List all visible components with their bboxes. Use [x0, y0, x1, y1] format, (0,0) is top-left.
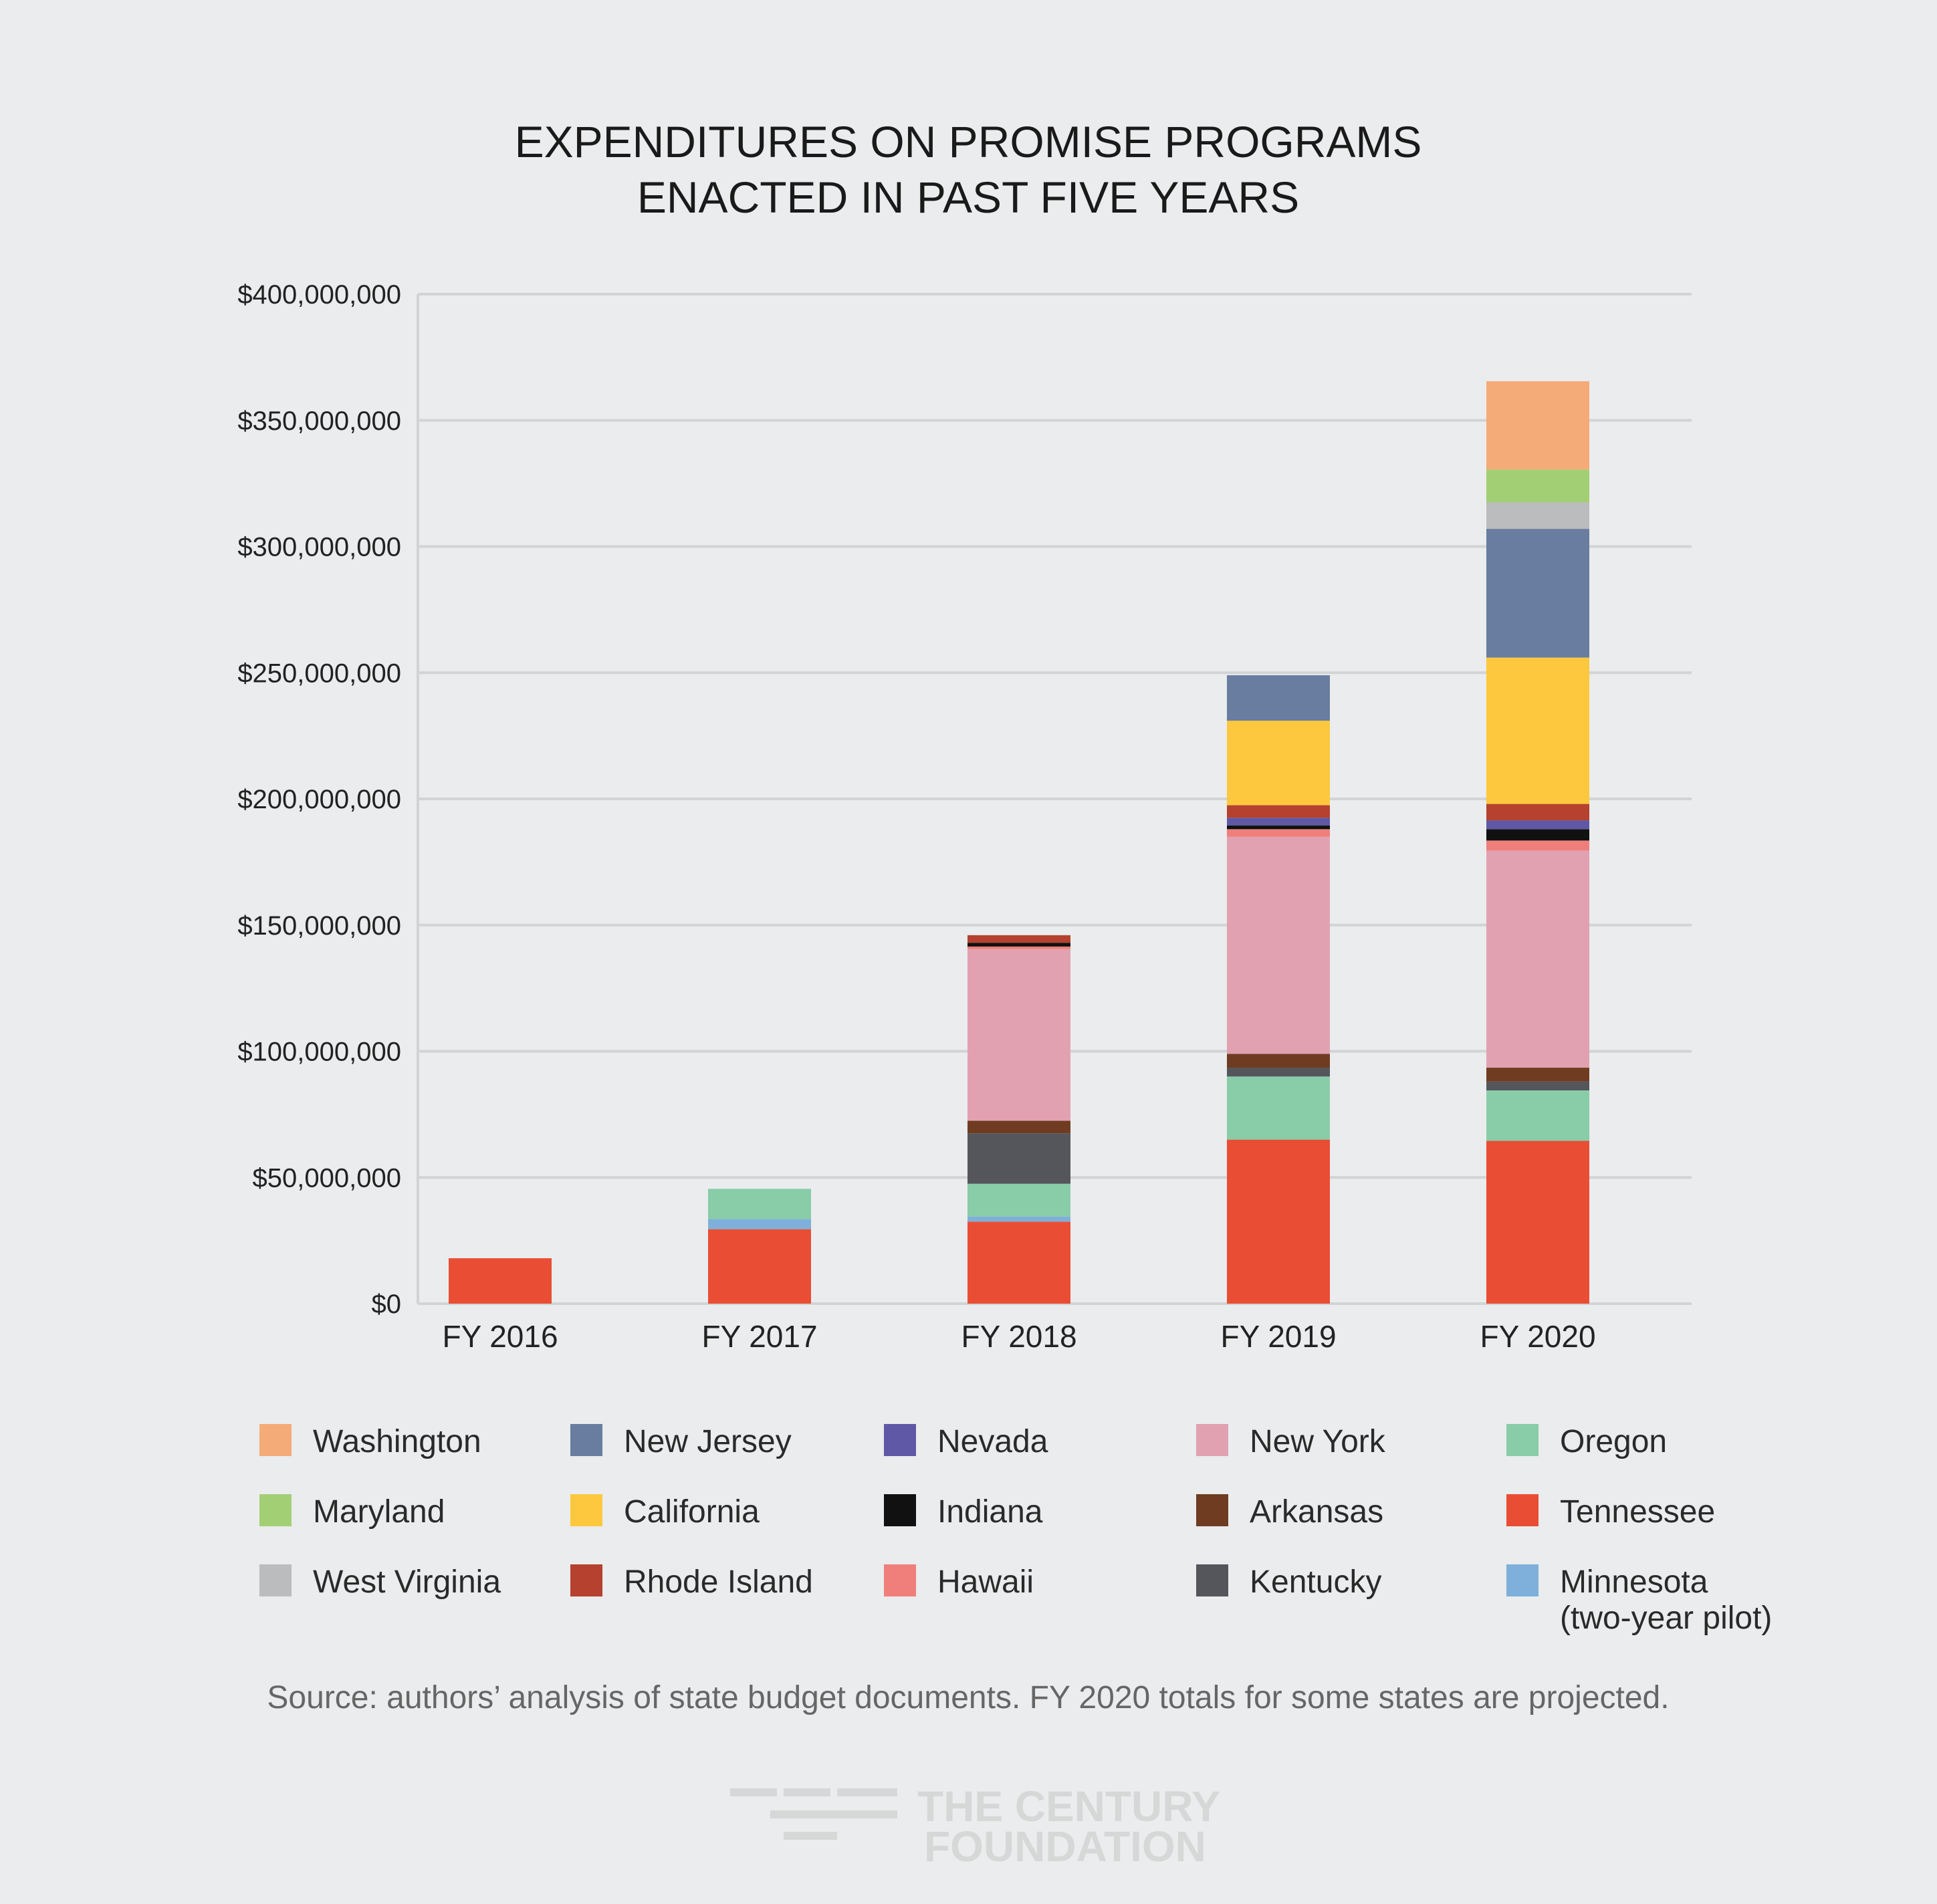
legend-swatch [884, 1494, 916, 1526]
bar-segment [1486, 829, 1589, 841]
legend-label: Kentucky [1250, 1564, 1381, 1600]
x-tick-label: FY 2018 [961, 1319, 1076, 1354]
bar-segment [1486, 804, 1589, 821]
bar-segment [1227, 829, 1330, 837]
bar-segment [967, 949, 1070, 1121]
legend-label: Tennessee [1560, 1494, 1715, 1530]
logo-mark-icon [730, 1788, 897, 1840]
logo-line-2: FOUNDATION [924, 1822, 1206, 1871]
source-note: Source: authors’ analysis of state budge… [267, 1680, 1669, 1715]
x-axis-ticks: FY 2016 FY 2017 FY 2018 FY 2019 FY 2020 [442, 1319, 1595, 1354]
bar-segment [1227, 1139, 1330, 1304]
legend-swatch [259, 1564, 292, 1596]
bar-segment [967, 1183, 1070, 1217]
legend-swatch [1506, 1494, 1539, 1526]
x-tick-label: FY 2019 [1220, 1319, 1336, 1354]
chart-title-line-2: ENACTED IN PAST FIVE YEARS [637, 172, 1299, 222]
bar-segment [967, 1216, 1070, 1222]
legend-swatch [259, 1424, 292, 1456]
bar-segment [708, 1229, 811, 1304]
bars [449, 381, 1589, 1304]
legend-label: Minnesota [1560, 1564, 1708, 1600]
bar-segment [708, 1219, 811, 1229]
legend-label: Rhode Island [624, 1564, 813, 1600]
legend-swatch [570, 1494, 602, 1526]
x-tick-label: FY 2017 [701, 1319, 817, 1354]
bar-segment [1486, 529, 1589, 658]
legend-swatch [1196, 1424, 1228, 1456]
legend-swatch [259, 1494, 292, 1526]
bar-segment [449, 1258, 552, 1304]
legend-label: Oregon [1560, 1424, 1667, 1459]
y-tick-label: $50,000,000 [253, 1163, 401, 1193]
century-foundation-logo: THE CENTURY FOUNDATION [730, 1782, 1220, 1871]
bar-segment [1486, 850, 1589, 1068]
legend-label: California [624, 1494, 760, 1530]
gridlines [418, 293, 1692, 1305]
legend-label: Washington [313, 1424, 481, 1459]
y-tick-label: $200,000,000 [237, 785, 401, 814]
legend-swatch [1196, 1494, 1228, 1526]
legend-label: Arkansas [1250, 1494, 1383, 1530]
bar-segment [1486, 1141, 1589, 1304]
x-tick-label: FY 2016 [442, 1319, 558, 1354]
bar-segment [1227, 675, 1330, 721]
y-tick-label: $400,000,000 [237, 280, 401, 310]
bar-segment [1486, 502, 1589, 529]
chart-title-line-1: EXPENDITURES ON PROMISE PROGRAMS [515, 117, 1422, 166]
legend-swatch [1506, 1424, 1539, 1456]
bar-segment [1486, 820, 1589, 830]
y-tick-label: $0 [372, 1290, 402, 1319]
bar-segment [1227, 720, 1330, 806]
legend-swatch [884, 1424, 916, 1456]
legend-label: New York [1250, 1424, 1386, 1459]
bar-segment [1486, 1090, 1589, 1141]
bar-segment [967, 1133, 1070, 1184]
y-tick-label: $150,000,000 [237, 911, 401, 941]
y-axis-ticks: $0 $50,000,000 $100,000,000 $150,000,000 $20… [237, 280, 401, 1319]
bar-segment [1486, 469, 1589, 503]
y-tick-label: $100,000,000 [237, 1038, 401, 1067]
legend-label: Hawaii [937, 1564, 1034, 1600]
legend-label: West Virginia [313, 1564, 501, 1600]
legend-label: Indiana [937, 1494, 1043, 1530]
legend-swatch [570, 1424, 602, 1456]
bar-segment [1486, 1068, 1589, 1082]
bar-segment [1227, 818, 1330, 826]
bar-segment [1227, 825, 1330, 830]
bar-segment [1227, 1076, 1330, 1140]
bar-segment [1486, 840, 1589, 851]
bar-segment [1227, 836, 1330, 1054]
legend-swatch [884, 1564, 916, 1596]
x-tick-label: FY 2020 [1480, 1319, 1595, 1354]
legend-label: (two-year pilot) [1560, 1600, 1772, 1636]
legend: Washington Maryland West Virginia New Jerse… [259, 1424, 1772, 1636]
logo-line-1: THE CENTURY [917, 1782, 1220, 1830]
bar-segment [967, 943, 1070, 947]
bar-segment [967, 1120, 1070, 1134]
legend-label: New Jersey [624, 1424, 792, 1459]
y-tick-label: $350,000,000 [237, 406, 401, 436]
bar-segment [1486, 1081, 1589, 1091]
y-tick-label: $300,000,000 [237, 533, 401, 562]
bar-segment [1486, 381, 1589, 470]
legend-swatch [1196, 1564, 1228, 1596]
legend-swatch [570, 1564, 602, 1596]
bar-segment [967, 1221, 1070, 1304]
y-tick-label: $250,000,000 [237, 659, 401, 688]
bar-segment [1227, 1054, 1330, 1068]
bar-segment [1227, 1068, 1330, 1077]
bar-segment [967, 946, 1070, 949]
bar-segment [967, 935, 1070, 943]
legend-label: Maryland [313, 1494, 445, 1530]
legend-label: Nevada [937, 1424, 1048, 1459]
bar-segment [1227, 805, 1330, 818]
legend-swatch [1506, 1564, 1539, 1596]
bar-segment [1486, 657, 1589, 804]
bar-segment [708, 1189, 811, 1219]
